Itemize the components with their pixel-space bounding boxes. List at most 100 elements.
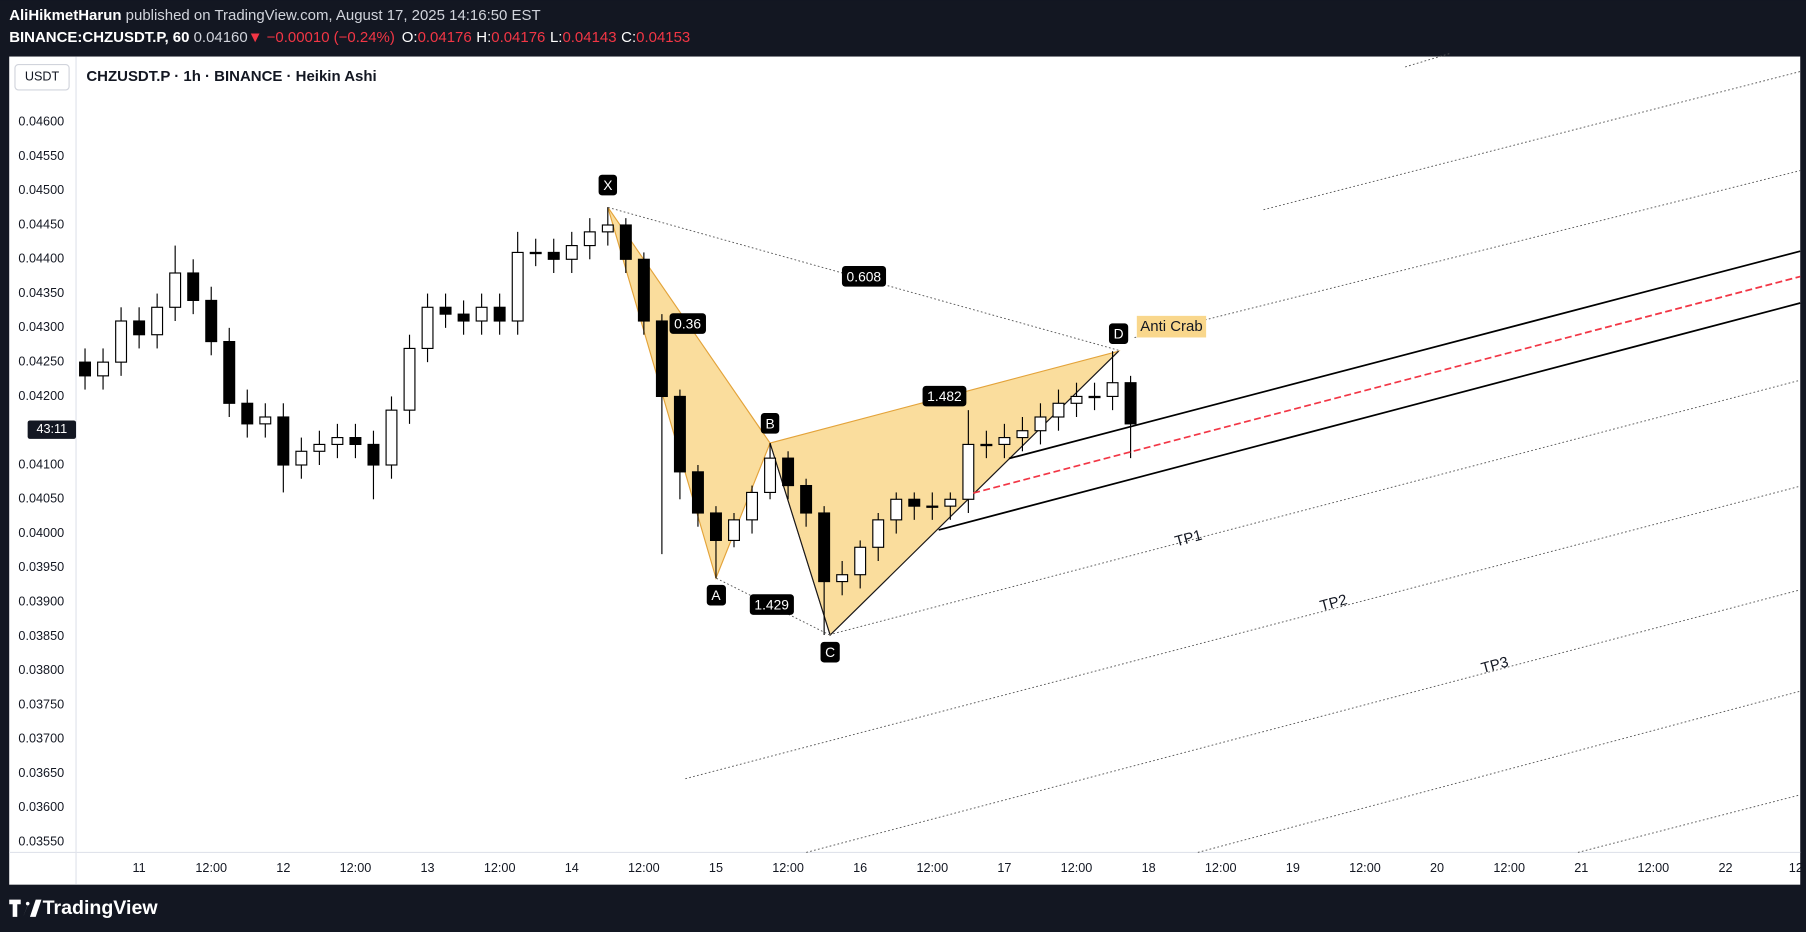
x-tick-label: 20 <box>1430 861 1444 875</box>
x-tick-label: 12:00 <box>1638 861 1670 875</box>
x-tick-label: 12:00 <box>916 861 948 875</box>
point-label: A <box>711 587 721 603</box>
y-tick-label: 0.03900 <box>18 594 64 608</box>
ohlc-value: 0.04153 <box>636 29 690 46</box>
x-tick-label: 22 <box>1718 861 1732 875</box>
ac-line <box>716 577 830 636</box>
candle-body <box>259 416 272 425</box>
candle-body <box>439 306 452 315</box>
pattern-name-box <box>1136 315 1207 338</box>
y-tick-label: 0.04550 <box>18 149 64 163</box>
candle-body <box>133 320 146 336</box>
candle-body <box>475 306 488 322</box>
ohlc-value: 0.04176 <box>418 29 472 46</box>
y-tick-label: 0.04350 <box>18 286 64 300</box>
candle-body <box>331 436 344 446</box>
candle-body <box>169 272 182 308</box>
channel-line <box>1134 170 1801 339</box>
x-tick-label: 14 <box>565 861 579 875</box>
y-tick-label: 0.04300 <box>18 320 64 334</box>
candle-body <box>547 251 560 260</box>
x-tick-label: 16 <box>853 861 867 875</box>
point-label: B <box>765 415 774 431</box>
y-tick-label: 0.03600 <box>18 800 64 814</box>
y-tick-label: 0.03700 <box>18 732 64 746</box>
candle-body <box>998 436 1011 446</box>
candle-body <box>1052 402 1065 418</box>
candle-body <box>295 450 308 466</box>
candle-body <box>1088 395 1101 399</box>
y-tick-label: 0.04600 <box>18 114 64 128</box>
ratio-label-box <box>841 266 887 287</box>
countdown: 43:11 <box>36 422 67 436</box>
point-label-box <box>706 584 726 606</box>
candle-body <box>728 519 740 542</box>
symbol: BINANCE:CHZUSDT.P, 60 <box>9 29 189 46</box>
candle-body <box>601 224 614 233</box>
candle-body <box>908 498 921 507</box>
point-label: X <box>603 177 612 193</box>
candle-body <box>241 402 254 425</box>
candle-body <box>79 361 92 377</box>
point-label-box <box>1108 323 1129 345</box>
channel <box>938 250 1801 531</box>
candle-body <box>1016 430 1029 439</box>
plot <box>79 206 1137 637</box>
x-tick-label: 18 <box>1142 861 1156 875</box>
y-tick-label: 0.03650 <box>18 766 64 780</box>
candle-body <box>385 409 398 466</box>
x-tick-label: 12:00 <box>340 861 372 875</box>
y-tick-label: 0.03750 <box>18 697 64 711</box>
candle-body <box>313 443 326 452</box>
x-tick-label: 12:00 <box>772 861 804 875</box>
ratio-label: 1.429 <box>754 597 789 613</box>
candle-body <box>457 313 470 322</box>
x-tick-label: 12:00 <box>628 861 660 875</box>
candle-body <box>854 546 867 576</box>
header-line-2: BINANCE:CHZUSDT.P, 60 0.04160▼ −0.00010 … <box>9 29 690 46</box>
candle-body <box>691 471 704 514</box>
candle-body <box>944 498 957 507</box>
y-tick-label: 0.03850 <box>18 629 64 643</box>
candle-body <box>709 512 722 542</box>
candle-body <box>583 231 596 247</box>
candle-body <box>403 347 416 411</box>
ohlc-label: H: <box>476 29 491 46</box>
currency[interactable]: USDT <box>25 70 60 84</box>
y-tick-label: 0.03950 <box>18 560 64 574</box>
x-tick-label: 12 <box>276 861 290 875</box>
candle-body <box>115 320 128 363</box>
point-label: C <box>825 644 835 660</box>
ratio-label: 0.36 <box>674 316 701 332</box>
candle-body <box>187 272 200 302</box>
x-tick-label: 12:00 <box>1493 861 1525 875</box>
y-tick-label: 0.04500 <box>18 183 64 197</box>
currency-button[interactable] <box>14 64 70 91</box>
ratio-label-box <box>669 313 706 334</box>
channel-line <box>1197 690 1801 853</box>
point-label: D <box>1114 326 1124 342</box>
candle-body <box>151 306 164 336</box>
candle-body <box>1124 382 1137 425</box>
y-tick-label: 0.03550 <box>18 834 64 848</box>
x-tick-label: 12:00 <box>484 861 516 875</box>
candle-body <box>493 306 506 322</box>
lower-line <box>938 302 1801 531</box>
candle-body <box>205 299 218 343</box>
y-tick-label: 0.04400 <box>18 252 64 266</box>
candle-body <box>1034 416 1047 432</box>
ratio-label-box <box>749 594 794 615</box>
candle-body <box>97 361 110 377</box>
candle-body <box>962 443 975 500</box>
ohlc-label: O: <box>402 29 418 46</box>
ohlc-label: L: <box>550 29 562 46</box>
x-tick-label: 12:00 <box>1349 861 1381 875</box>
y-tick-label: 0.04100 <box>18 457 64 471</box>
x-tick-label: 15 <box>709 861 723 875</box>
countdown-box <box>27 420 77 439</box>
x-tick-label: 13 <box>421 861 435 875</box>
candle-body <box>980 443 993 447</box>
point-label-box <box>820 641 840 663</box>
x-tick-label: 12:00 <box>1205 861 1237 875</box>
target-label: TP1 <box>1173 527 1204 551</box>
